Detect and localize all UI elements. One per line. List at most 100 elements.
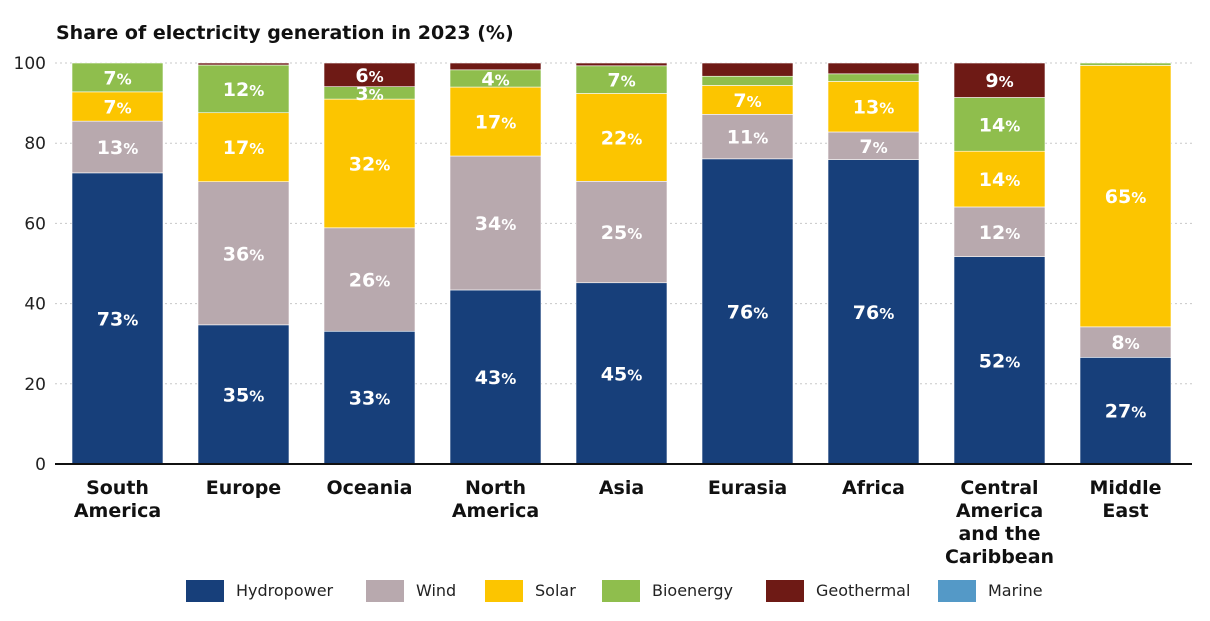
legend-label: Wind [416, 581, 457, 600]
data-label: 11% [727, 127, 768, 149]
bar-segment-hydropower [323, 330, 416, 465]
data-label: 12% [223, 79, 264, 101]
x-tick-label: Middle [1089, 477, 1161, 499]
bar-segment-bioenergy [827, 73, 920, 82]
bar-segment-solar [953, 150, 1046, 208]
bar-segment-geothermal [197, 62, 290, 66]
y-tick-label: 20 [24, 375, 46, 395]
bar-segment-bioenergy [701, 75, 794, 86]
x-tick-label: and the [958, 523, 1040, 545]
data-label: 32% [349, 153, 390, 175]
bar-segment-solar [827, 81, 920, 133]
bar-segment-wind [827, 131, 920, 160]
data-label: 3% [355, 83, 383, 105]
legend-label: Geothermal [816, 581, 911, 600]
bar-segment-wind [701, 114, 794, 160]
legend-label: Hydropower [236, 581, 334, 600]
bar-segment-hydropower [449, 289, 542, 465]
legend-label: Solar [535, 581, 576, 600]
data-label: 8% [1111, 332, 1139, 354]
legend-swatch [766, 580, 804, 602]
x-tick-label: Eurasia [708, 477, 787, 499]
bar-segment-geothermal [449, 62, 542, 71]
data-label: 14% [979, 114, 1020, 136]
bar-segment-hydropower [575, 282, 668, 465]
data-label: 7% [103, 97, 131, 119]
legend-swatch [938, 580, 976, 602]
data-label: 34% [475, 213, 516, 235]
legend-swatch [485, 580, 523, 602]
bar-segment-wind [323, 227, 416, 332]
x-tick-label: Asia [599, 477, 644, 499]
x-tick-label: Oceania [327, 477, 413, 499]
bar-segment-bioenergy [71, 62, 164, 93]
data-label: 43% [475, 367, 516, 389]
y-tick-label: 80 [24, 134, 46, 154]
bar-segment-solar [449, 86, 542, 157]
data-label: 14% [979, 169, 1020, 191]
bar-segment-wind [71, 120, 164, 174]
bar-segment-wind [953, 206, 1046, 257]
legend-swatch [186, 580, 224, 602]
y-tick-label: 100 [14, 54, 46, 74]
x-tick-label: America [452, 500, 539, 522]
data-label: 7% [103, 67, 131, 89]
bar-segment-hydropower [953, 256, 1046, 465]
data-label: 36% [223, 243, 264, 265]
data-label: 73% [97, 308, 138, 330]
data-label: 76% [853, 302, 894, 324]
x-tick-label: South [86, 477, 149, 499]
legend: Hydropower Wind Solar Bioenergy Geothermal Ma… [186, 578, 1086, 608]
data-label: 65% [1105, 186, 1146, 208]
y-tick-label: 40 [24, 295, 46, 315]
data-label: 17% [223, 137, 264, 159]
data-label: 6% [355, 65, 383, 87]
x-tick-label: Central [960, 477, 1038, 499]
x-tick-label: East [1102, 500, 1148, 522]
bar-segment-solar [71, 91, 164, 122]
data-label: 7% [859, 136, 887, 158]
data-label: 35% [223, 384, 264, 406]
data-label: 45% [601, 363, 642, 385]
bar-segment-wind [575, 180, 668, 284]
bar-segment-geothermal [323, 62, 416, 87]
bar-segment-geothermal [827, 62, 920, 75]
bar-segment-solar [1079, 65, 1172, 328]
x-tick-label: Caribbean [945, 546, 1054, 568]
bar-segment-bioenergy [575, 65, 668, 94]
legend-label: Marine [988, 581, 1043, 600]
data-label: 9% [985, 70, 1013, 92]
bar-segment-geothermal [701, 62, 794, 77]
data-label: 13% [97, 137, 138, 159]
data-label: 52% [979, 350, 1020, 372]
data-label: 33% [349, 388, 390, 410]
bar-segment-hydropower [71, 172, 164, 465]
data-label: 17% [475, 112, 516, 134]
bar-segment-wind [449, 155, 542, 291]
x-tick-label: North [465, 477, 526, 499]
bar-segment-bioenergy [1079, 62, 1172, 66]
x-tick-label: Africa [842, 477, 905, 499]
legend-swatch [366, 580, 404, 602]
data-label: 25% [601, 222, 642, 244]
legend-label: Bioenergy [652, 581, 733, 600]
bar-segment-solar [575, 93, 668, 182]
legend-swatch [602, 580, 640, 602]
bar-segment-geothermal [953, 62, 1046, 98]
data-label: 76% [727, 301, 768, 323]
data-label: 22% [601, 127, 642, 149]
x-tick-label: America [956, 500, 1043, 522]
data-label: 27% [1105, 401, 1146, 423]
bar-segment-solar [197, 112, 290, 182]
x-tick-label: Europe [206, 477, 281, 499]
bar-segment-geothermal [575, 62, 668, 67]
data-label: 13% [853, 97, 894, 119]
data-label: 7% [733, 90, 761, 112]
bar-segment-bioenergy [197, 64, 290, 114]
x-tick-label: America [74, 500, 161, 522]
data-label: 4% [481, 68, 509, 90]
bar-segment-bioenergy [953, 97, 1046, 152]
data-label: 7% [607, 70, 635, 92]
bar-segment-solar [323, 98, 416, 229]
